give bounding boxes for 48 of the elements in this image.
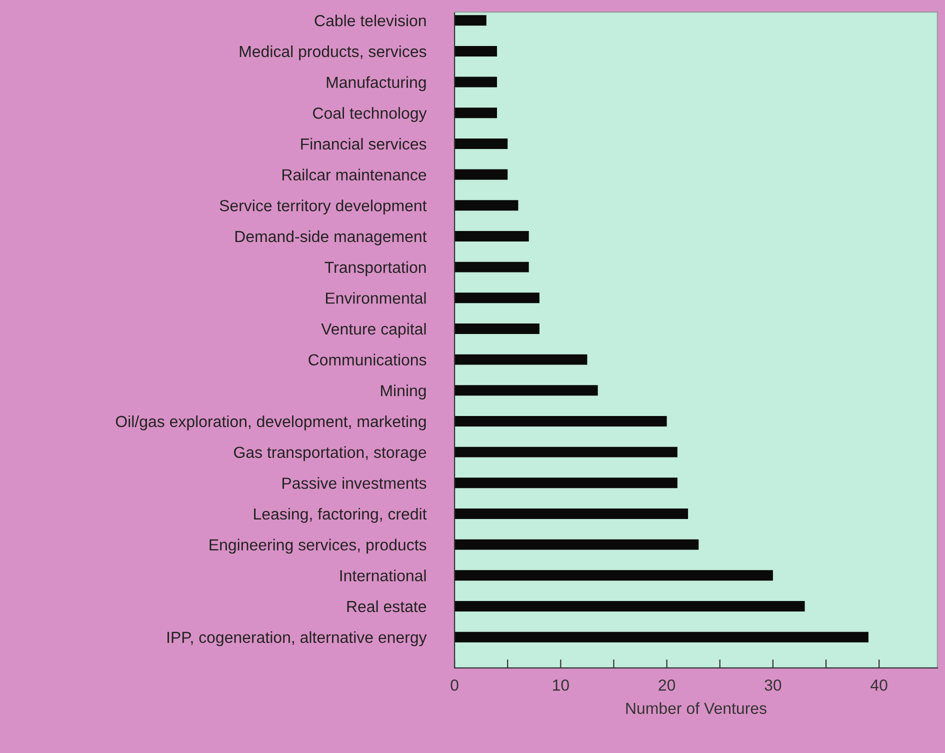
y-tick-label: Engineering services, products bbox=[210, 538, 426, 554]
bar bbox=[454, 478, 678, 488]
y-tick-label: Environmental bbox=[326, 292, 426, 304]
y-tick-label: Coal technology bbox=[313, 107, 427, 122]
y-tick-label: Leasing, factoring, credit bbox=[254, 508, 427, 523]
y-tick-label: Manufacturing bbox=[326, 76, 426, 92]
y-tick-label: Medical products, services bbox=[240, 45, 426, 60]
y-tick-label: Communications bbox=[308, 354, 426, 366]
y-tick-label: IPP, cogeneration, alternative energy bbox=[168, 631, 427, 646]
y-tick-label: Oil/gas exploration, development, marketing bbox=[116, 415, 426, 430]
y-tick-label: Cable television bbox=[314, 14, 426, 26]
y-tick-label: Financial services bbox=[301, 138, 426, 150]
bar bbox=[454, 601, 805, 612]
bar bbox=[454, 385, 598, 396]
bar bbox=[454, 446, 678, 458]
y-tick-label: Demand-side management bbox=[235, 230, 427, 246]
bar bbox=[454, 200, 518, 211]
y-tick-label: Transportation bbox=[324, 261, 426, 276]
y-tick-label: Service territory development bbox=[220, 200, 427, 214]
bar bbox=[454, 108, 497, 118]
y-tick-label: Gas transportation, storage bbox=[234, 446, 426, 462]
bar bbox=[454, 169, 508, 180]
bar bbox=[454, 46, 497, 56]
x-tick-label: 40 bbox=[870, 679, 888, 691]
bar bbox=[454, 230, 529, 242]
x-tick-label: 10 bbox=[553, 679, 569, 691]
x-tick-label: 0 bbox=[450, 679, 458, 691]
bar bbox=[454, 76, 497, 88]
bar bbox=[454, 138, 508, 149]
bar bbox=[454, 508, 688, 519]
y-tick-label: Passive investments bbox=[282, 477, 426, 489]
x-tick-label: 20 bbox=[658, 679, 676, 691]
bar bbox=[454, 416, 667, 426]
bar bbox=[454, 15, 486, 26]
bar bbox=[454, 632, 868, 642]
y-tick-label: International bbox=[340, 570, 426, 582]
y-tick-label: Real estate bbox=[347, 600, 426, 612]
bar bbox=[454, 539, 699, 550]
y-tick-label: Venture capital bbox=[321, 322, 426, 338]
bar bbox=[454, 262, 529, 272]
x-tick-label: 30 bbox=[764, 679, 782, 691]
x-axis-title: Number of Ventures bbox=[626, 702, 766, 714]
y-tick-label: Railcar maintenance bbox=[282, 168, 426, 180]
bar bbox=[454, 323, 540, 334]
bar bbox=[454, 354, 588, 365]
y-tick-label: Mining bbox=[381, 384, 426, 400]
bar bbox=[454, 292, 540, 304]
bar bbox=[454, 570, 773, 581]
